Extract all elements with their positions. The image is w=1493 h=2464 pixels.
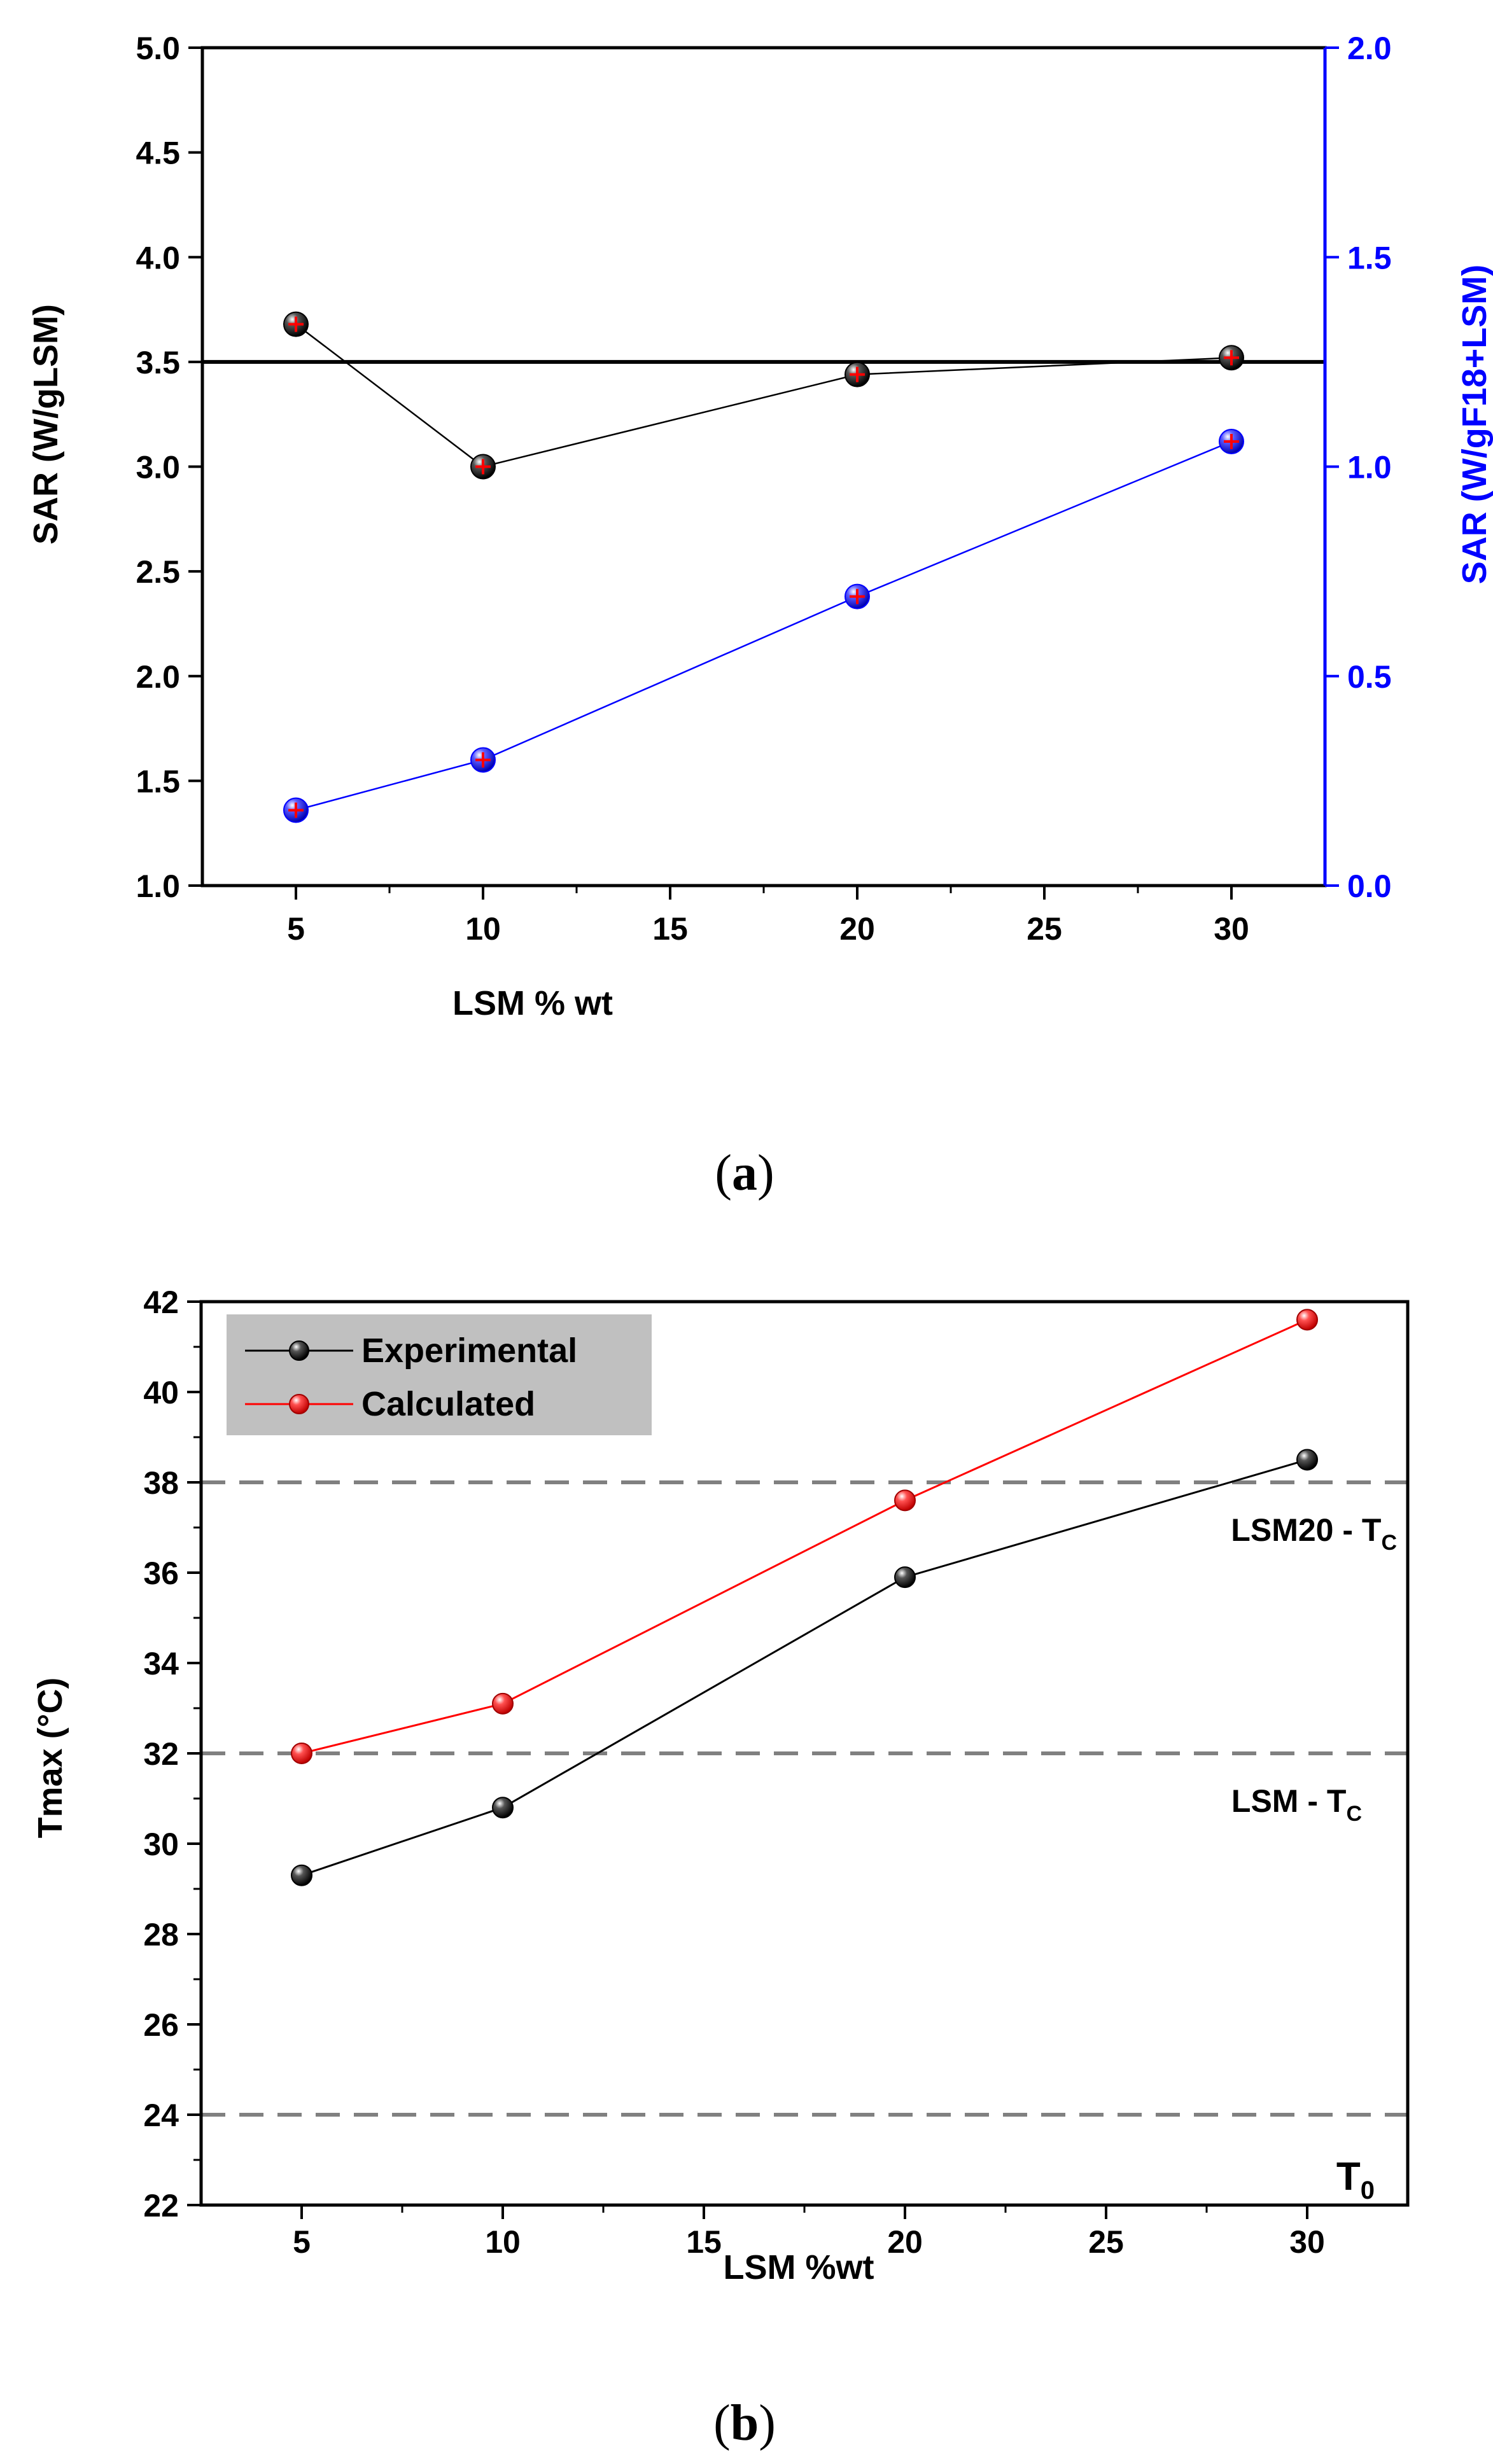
chart-a-y-tick-label: 1.5 bbox=[136, 763, 180, 799]
chart-a-y-tick-label: 5.0 bbox=[136, 31, 180, 66]
chart-b-x-tick-label: 15 bbox=[686, 2224, 722, 2260]
chart-b-data-points bbox=[291, 1309, 1318, 1886]
chart-a-series-line-1 bbox=[295, 323, 1232, 468]
chart-a-y2-tick-label: 0.0 bbox=[1347, 868, 1392, 904]
chart-b-data-point bbox=[1296, 1449, 1318, 1471]
chart-b-data-point bbox=[492, 1797, 514, 1819]
chart-a-x-tick-label: 15 bbox=[652, 911, 688, 947]
chart-b-y-ticks: 22 24 26 28 30 32 34 36 38 40 42 bbox=[143, 1284, 201, 2224]
chart-b-data-point bbox=[894, 1566, 916, 1589]
chart-b-y-tick-label: 42 bbox=[143, 1284, 179, 1320]
chart-a-y-tick-label: 2.5 bbox=[136, 554, 180, 590]
chart-b-series-line-2 bbox=[301, 1319, 1308, 1755]
chart-a-y-tick-label: 3.5 bbox=[136, 345, 180, 380]
chart-b-reference-label: T0 bbox=[1336, 2155, 1375, 2204]
chart-a-x-tick-label: 30 bbox=[1214, 911, 1249, 947]
chart-b-x-tick-label: 30 bbox=[1289, 2224, 1325, 2260]
chart-a-y2-tick-label: 2.0 bbox=[1347, 31, 1392, 66]
chart-a-x-ticks: 5 10 15 20 25 30 bbox=[287, 886, 1249, 947]
chart-a-x-tick-label: 10 bbox=[465, 911, 501, 947]
chart-b-y-tick-label: 34 bbox=[143, 1646, 179, 1681]
chart-a-plot-frame bbox=[200, 46, 1327, 887]
chart-b-reference-label-subscript: 0 bbox=[1361, 2176, 1375, 2204]
chart-a-y-tick-label: 2.0 bbox=[136, 659, 180, 695]
legend-experimental-label: Experimental bbox=[361, 1332, 577, 1370]
chart-b-data-point bbox=[492, 1692, 514, 1715]
legend-experimental-marker bbox=[289, 1340, 309, 1361]
legend-calculated-label: Calculated bbox=[361, 1385, 535, 1423]
chart-a-series-line-2 bbox=[295, 440, 1232, 811]
chart-b-x-tick-label: 25 bbox=[1088, 2224, 1124, 2260]
chart-b-series-lines bbox=[301, 1319, 1308, 1877]
chart-b-y-tick-label: 26 bbox=[143, 2007, 179, 2043]
chart-a-y-axis-title: SAR (W/gLSM) bbox=[27, 304, 65, 545]
chart-b-y-tick-label: 22 bbox=[143, 2188, 179, 2224]
chart-a-y-tick-label: 1.0 bbox=[136, 868, 180, 904]
chart-b-reference-annotations: LSM20 - TC LSM - TC T0 bbox=[1231, 1512, 1397, 2204]
chart-b-reference-label-subscript: C bbox=[1381, 1531, 1397, 1555]
chart-b-y-axis-title: Tmax (°C) bbox=[31, 1678, 69, 1839]
chart-b-reference-label: LSM20 - TC bbox=[1231, 1512, 1397, 1555]
chart-b-data-point bbox=[894, 1489, 916, 1512]
chart-b-reference-label-subscript: C bbox=[1346, 1802, 1362, 1826]
panel-label-a-letter: a bbox=[732, 1145, 757, 1201]
chart-b-reference-lines bbox=[201, 1480, 1408, 2117]
chart-a-y2-tick-label: 1.5 bbox=[1347, 240, 1392, 275]
chart-b-data-point bbox=[1296, 1309, 1318, 1331]
chart-a-x-axis-title: LSM % wt bbox=[452, 984, 613, 1022]
chart-b-series-line-1 bbox=[301, 1459, 1308, 1877]
chart-a-x-tick-label: 25 bbox=[1027, 911, 1062, 947]
chart-a-series-lines bbox=[295, 323, 1232, 811]
chart-a-y2-axis-title: SAR (W/gF18+LSM) bbox=[1455, 265, 1493, 585]
chart-b-y-tick-label: 28 bbox=[143, 1917, 179, 1952]
chart-b-data-point bbox=[291, 1743, 312, 1764]
legend-calculated-marker bbox=[289, 1394, 309, 1414]
chart-b-y-tick-label: 40 bbox=[143, 1375, 179, 1410]
chart-b-y-tick-label: 30 bbox=[143, 1827, 179, 1862]
chart-b-y-tick-label: 38 bbox=[143, 1465, 179, 1501]
chart-b-plot-frame bbox=[199, 1300, 1410, 2207]
legend-background bbox=[227, 1314, 652, 1435]
chart-a: 5 10 15 20 25 30 1.01.52.02.53.03.54.04.55.0 … bbox=[27, 31, 1493, 1201]
chart-a-y2-tick-label: 0.5 bbox=[1347, 659, 1392, 695]
panel-label-b: (b) bbox=[713, 2395, 776, 2451]
chart-b-y-tick-label: 36 bbox=[143, 1556, 179, 1591]
chart-b-y-tick-label: 32 bbox=[143, 1736, 179, 1772]
chart-b-x-tick-label: 20 bbox=[887, 2224, 923, 2260]
chart-b: 5 10 15 20 25 30 22 24 26 28 30 32 34 36 38 40 42 LSM20… bbox=[31, 1284, 1410, 2451]
chart-b-reference-label: LSM - TC bbox=[1231, 1783, 1362, 1826]
chart-a-y2-tick-label: 1.0 bbox=[1347, 450, 1392, 485]
chart-a-y-tick-label: 4.0 bbox=[136, 240, 180, 275]
chart-b-y-tick-label: 24 bbox=[143, 2098, 179, 2133]
chart-b-x-ticks: 5 10 15 20 25 30 bbox=[293, 2205, 1325, 2260]
chart-b-x-tick-label: 10 bbox=[485, 2224, 521, 2260]
chart-a-x-tick-label: 5 bbox=[287, 911, 305, 947]
chart-a-y-ticks: 1.0 1.5 2.0 2.5 3.0 3.5 4.0 4.5 5.0 bbox=[136, 31, 202, 904]
chart-b-data-point bbox=[291, 1864, 312, 1886]
chart-a-x-tick-label: 20 bbox=[839, 911, 875, 947]
chart-a-data-points bbox=[283, 311, 1244, 823]
chart-a-y2-ticks: 0.0 0.5 1.0 1.5 2.0 bbox=[1325, 31, 1392, 904]
panel-label-b-letter: b bbox=[731, 2395, 759, 2451]
chart-a-y-tick-label: 4.5 bbox=[136, 136, 180, 171]
chart-b-x-axis-title: LSM %wt bbox=[724, 2248, 874, 2287]
chart-b-x-tick-label: 5 bbox=[293, 2224, 311, 2260]
panel-label-a: (a) bbox=[715, 1145, 774, 1201]
chart-b-legend: Experimental Calculated bbox=[227, 1314, 652, 1435]
chart-a-y-tick-label: 3.0 bbox=[136, 450, 180, 485]
